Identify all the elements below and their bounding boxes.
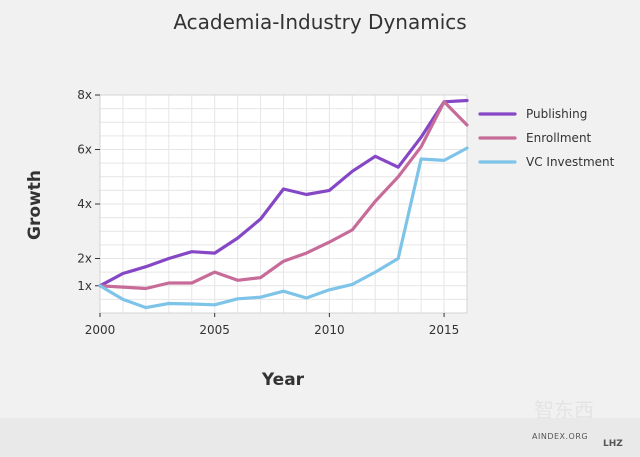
legend-label-enrollment: Enrollment <box>526 131 592 145</box>
source-label: AINDEX.ORG <box>532 432 588 441</box>
x-tick-labels: 2000 2005 2010 2015 <box>85 313 460 337</box>
series-lines <box>98 98 469 310</box>
x-tick-label: 2000 <box>85 323 116 337</box>
y-tick-label: 4x <box>77 197 92 211</box>
x-axis-title: Year <box>261 370 305 390</box>
corner-logo: LHZ <box>603 439 623 449</box>
y-tick-labels: 1x 2x 4x 6x 8x <box>77 88 100 293</box>
series-line-publishing <box>98 98 469 288</box>
legend-label-vc-investment: VC Investment <box>526 155 615 169</box>
series-line-enrollment <box>98 100 469 291</box>
x-tick-label: 2005 <box>199 323 230 337</box>
series-line-vc-investment <box>98 146 469 310</box>
legend-label-publishing: Publishing <box>526 107 587 121</box>
y-tick-label: 2x <box>77 252 92 266</box>
legend: Publishing Enrollment VC Investment <box>478 107 615 169</box>
watermark: 智东西 <box>534 398 594 422</box>
footer-band <box>0 418 640 457</box>
x-tick-label: 2015 <box>429 323 460 337</box>
y-tick-label: 1x <box>77 279 92 293</box>
y-axis-title: Growth <box>25 170 45 240</box>
chart-title: Academia-Industry Dynamics <box>173 10 466 34</box>
y-tick-label: 6x <box>77 143 92 157</box>
y-tick-label: 8x <box>77 88 92 102</box>
gridlines <box>99 94 468 314</box>
x-tick-label: 2010 <box>314 323 345 337</box>
